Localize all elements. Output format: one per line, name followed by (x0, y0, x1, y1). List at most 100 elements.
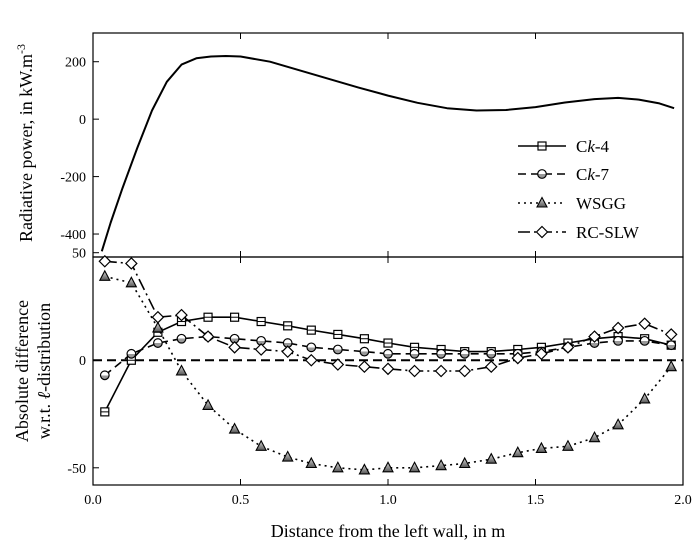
series-2-point (125, 276, 138, 288)
lower-y-tick-label: 50 (72, 247, 86, 262)
series-2-point (485, 452, 498, 464)
series-2-point (535, 441, 548, 453)
x-axis-title: Distance from the left wall, in m (271, 521, 505, 541)
series-2-point (151, 321, 164, 333)
series-3-point (358, 360, 371, 374)
series-1-point (459, 348, 470, 359)
series-2-point (98, 269, 111, 281)
series-3-point (611, 321, 625, 335)
series-2-point (358, 463, 371, 475)
series-2-point (202, 398, 214, 410)
legend-label-3: RC-SLW (576, 223, 640, 242)
upper-y-tick-label: -200 (60, 171, 86, 186)
series-1-point (613, 335, 623, 346)
series-3-point (408, 364, 421, 378)
series-2-point (638, 392, 651, 404)
series-2-point (175, 364, 188, 376)
series-2-point (331, 461, 344, 473)
lower-ticks: 50 0 -50 0.0 0.5 1.0 1.5 2.0 (67, 247, 691, 508)
series-3-point (175, 308, 188, 322)
series-1-point (486, 348, 497, 359)
series-0-point (283, 321, 293, 331)
series-2-point (408, 461, 421, 473)
series-3-point (304, 353, 318, 367)
series-2-point (228, 422, 241, 434)
series-1-point (99, 370, 110, 381)
upper-y-tick-label: 0 (79, 113, 86, 128)
series-3-point (254, 343, 268, 356)
series-0-point (359, 334, 369, 344)
legend-marker-0 (537, 141, 547, 151)
series-2 (98, 269, 678, 475)
x-tick-label: 0.5 (232, 493, 250, 508)
series-1-point (359, 346, 370, 357)
x-tick-label: 1.0 (379, 493, 397, 508)
series-3-point (588, 330, 601, 343)
x-tick-label: 1.5 (527, 493, 545, 508)
series-3-point (484, 360, 498, 374)
series-2-point (305, 456, 318, 469)
series-2-line (104, 275, 672, 471)
legend-label-1: Ck-7 (576, 165, 610, 184)
series-0-point (306, 325, 316, 335)
legend-marker-3 (535, 225, 549, 239)
x-tick-label: 0.0 (84, 493, 102, 508)
series-2-point (562, 439, 574, 451)
series-3-point (434, 364, 448, 378)
upper-series (100, 55, 675, 252)
series-3-point (664, 328, 678, 341)
series-1-point (176, 333, 187, 344)
series-3-point (98, 254, 112, 268)
series-1-point (383, 348, 393, 359)
series-3-point (381, 362, 395, 376)
series-1-point (436, 348, 447, 359)
lower-series (98, 254, 678, 475)
upper-y-axis-unit-exponent: -3 (14, 44, 28, 54)
series-2-point (612, 418, 625, 430)
radiative-power-line (100, 55, 675, 252)
legend-label-0: Ck-4 (576, 137, 610, 156)
series-3-point (331, 358, 345, 371)
series-2-point (458, 456, 471, 469)
legend-marker-1 (537, 169, 547, 179)
series-3-point (561, 340, 575, 354)
series-1-point (306, 342, 317, 353)
legend: Ck-4 Ck-7 WSGG RC-SLW (518, 137, 640, 242)
series-0-point (383, 338, 393, 348)
series-0-point (333, 329, 343, 340)
series-3-point (201, 330, 215, 343)
series-0-point (100, 407, 110, 417)
series-3-line (104, 260, 672, 372)
series-3-point (638, 317, 651, 331)
series-2-point (255, 439, 268, 451)
legend-marker-2 (536, 196, 548, 208)
series-1-point (666, 340, 677, 351)
series-2-point (382, 461, 394, 473)
series-2-point (665, 360, 678, 372)
series-3-point (535, 347, 548, 361)
series-3-point (511, 351, 525, 365)
series-1-point (639, 335, 650, 346)
lower-y-axis-title-line1: Absolute difference (12, 300, 32, 442)
series-3-point (281, 345, 295, 358)
series-3-point (151, 310, 165, 324)
series-2-point (511, 446, 524, 458)
legend-label-2: WSGG (576, 194, 626, 213)
series-2-point (281, 450, 294, 462)
upper-ticks: 200 0 -200 -400 (60, 33, 684, 257)
series-3-point (125, 257, 138, 270)
series-3 (98, 254, 678, 378)
upper-y-tick-label: 200 (65, 56, 86, 71)
series-3-point (228, 340, 241, 354)
series-1-point (409, 348, 420, 359)
upper-y-axis-title: Radiative power, in kW.m-3 (14, 44, 36, 242)
series-1-point (126, 348, 137, 359)
series-1-line (104, 335, 672, 376)
upper-y-tick-label: -400 (60, 228, 86, 243)
series-0-point (230, 312, 240, 322)
series-0-point (203, 312, 213, 322)
series-1-point (332, 344, 343, 355)
lower-y-tick-label: -50 (67, 462, 86, 477)
series-2-point (588, 430, 601, 443)
